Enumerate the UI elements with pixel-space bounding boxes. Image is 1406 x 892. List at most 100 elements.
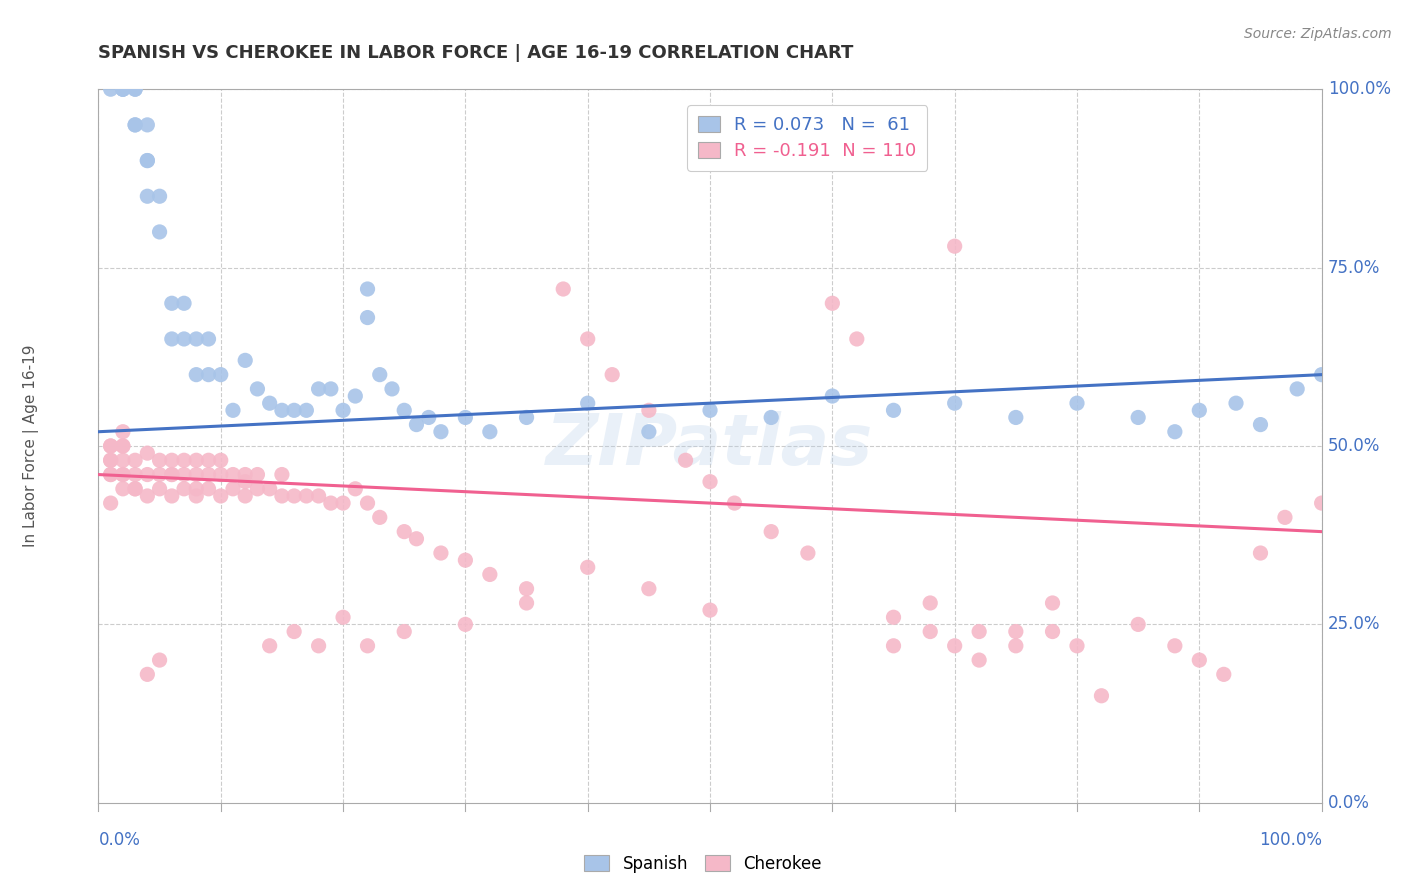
Point — [209, 467, 232, 482]
Point — [222, 467, 245, 482]
Text: 25.0%: 25.0% — [1327, 615, 1381, 633]
Point — [149, 467, 172, 482]
Point — [233, 489, 256, 503]
Text: 100.0%: 100.0% — [1258, 831, 1322, 849]
Point — [100, 439, 122, 453]
Point — [136, 489, 159, 503]
Point — [270, 489, 294, 503]
Point — [111, 82, 134, 96]
Point — [124, 82, 146, 96]
Point — [111, 82, 134, 96]
Point — [1225, 396, 1247, 410]
Point — [1042, 624, 1064, 639]
Point — [920, 624, 942, 639]
Point — [186, 489, 208, 503]
Point — [149, 453, 172, 467]
Point — [454, 410, 477, 425]
Point — [186, 482, 208, 496]
Point — [100, 82, 122, 96]
Point — [111, 439, 134, 453]
Point — [344, 482, 367, 496]
Point — [124, 118, 146, 132]
Point — [516, 596, 538, 610]
Point — [943, 639, 966, 653]
Point — [111, 82, 134, 96]
Point — [160, 332, 183, 346]
Point — [160, 467, 183, 482]
Point — [430, 425, 453, 439]
Point — [1066, 639, 1088, 653]
Point — [699, 403, 721, 417]
Point — [149, 653, 172, 667]
Point — [197, 368, 219, 382]
Point — [478, 567, 501, 582]
Point — [308, 489, 330, 503]
Point — [516, 582, 538, 596]
Point — [173, 296, 195, 310]
Point — [259, 396, 281, 410]
Point — [124, 467, 146, 482]
Point — [1188, 403, 1211, 417]
Point — [920, 596, 942, 610]
Point — [797, 546, 820, 560]
Point — [332, 496, 354, 510]
Point — [600, 368, 623, 382]
Point — [308, 382, 330, 396]
Point — [637, 582, 661, 596]
Point — [283, 624, 305, 639]
Text: 0.0%: 0.0% — [1327, 794, 1369, 812]
Point — [761, 410, 783, 425]
Legend: R = 0.073   N =  61, R = -0.191  N = 110: R = 0.073 N = 61, R = -0.191 N = 110 — [688, 105, 928, 170]
Point — [967, 624, 990, 639]
Point — [1310, 496, 1333, 510]
Point — [368, 510, 391, 524]
Point — [418, 410, 440, 425]
Text: ZIPatlas: ZIPatlas — [547, 411, 873, 481]
Point — [124, 82, 146, 96]
Point — [1042, 596, 1064, 610]
Point — [186, 467, 208, 482]
Point — [197, 482, 219, 496]
Point — [405, 417, 427, 432]
Point — [111, 467, 134, 482]
Point — [295, 489, 318, 503]
Point — [233, 353, 256, 368]
Point — [209, 489, 232, 503]
Point — [405, 532, 427, 546]
Point — [356, 282, 378, 296]
Point — [1212, 667, 1234, 681]
Point — [699, 475, 721, 489]
Point — [124, 482, 146, 496]
Point — [100, 453, 122, 467]
Point — [1188, 653, 1211, 667]
Point — [100, 439, 122, 453]
Point — [516, 410, 538, 425]
Point — [295, 403, 318, 417]
Point — [111, 482, 134, 496]
Point — [319, 382, 342, 396]
Point — [197, 467, 219, 482]
Text: 0.0%: 0.0% — [98, 831, 141, 849]
Point — [723, 496, 745, 510]
Point — [246, 382, 269, 396]
Point — [1128, 617, 1150, 632]
Point — [454, 553, 477, 567]
Point — [1250, 546, 1272, 560]
Point — [356, 310, 378, 325]
Point — [1128, 410, 1150, 425]
Point — [111, 439, 134, 453]
Text: 75.0%: 75.0% — [1327, 259, 1381, 277]
Point — [186, 332, 208, 346]
Point — [100, 467, 122, 482]
Point — [111, 467, 134, 482]
Point — [576, 332, 599, 346]
Point — [111, 425, 134, 439]
Point — [319, 496, 342, 510]
Point — [1274, 510, 1296, 524]
Point — [124, 118, 146, 132]
Point — [233, 467, 256, 482]
Point — [136, 189, 159, 203]
Point — [308, 639, 330, 653]
Point — [197, 332, 219, 346]
Point — [883, 610, 905, 624]
